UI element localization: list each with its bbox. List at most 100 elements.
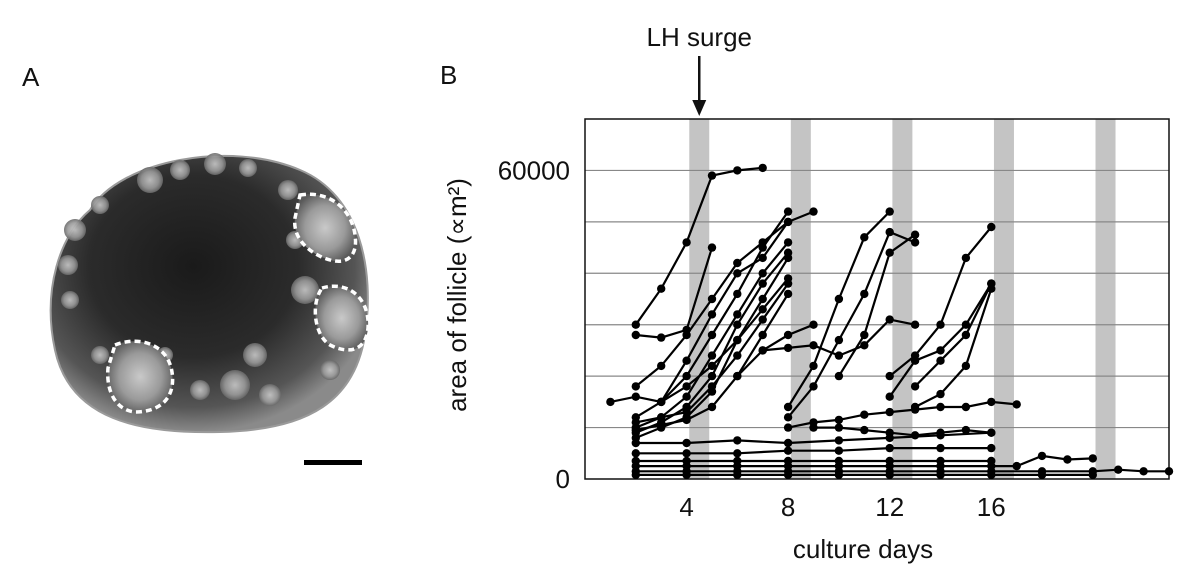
data-point (631, 392, 640, 401)
data-point (631, 418, 640, 427)
lh-surge-arrow (692, 56, 707, 116)
lh-surge-bands (689, 119, 1116, 479)
data-point (707, 361, 717, 371)
data-point (682, 356, 691, 365)
lh-surge-label: LH surge (647, 22, 753, 52)
data-point (910, 382, 920, 391)
data-point (1088, 454, 1098, 463)
data-point (758, 253, 767, 263)
series-18 (885, 279, 996, 401)
data-point (631, 470, 640, 480)
data-point (707, 330, 717, 340)
data-point (961, 320, 971, 329)
data-point (707, 351, 717, 360)
data-point (783, 402, 793, 412)
data-point (631, 382, 640, 391)
data-point (682, 470, 691, 480)
data-point (910, 356, 920, 365)
data-point (936, 431, 945, 440)
plot-frame (584, 118, 1170, 480)
x-axis-label: culture days (793, 534, 933, 564)
data-point (961, 402, 971, 412)
data-point (733, 351, 742, 360)
data-point (987, 222, 996, 232)
data-point (885, 227, 894, 237)
series-line (610, 277, 789, 404)
small-follicles (58, 153, 340, 406)
data-point (936, 443, 945, 453)
data-point (657, 361, 666, 371)
lh-band-2 (790, 119, 811, 479)
data-point (987, 443, 996, 453)
data-point (733, 269, 742, 278)
dominant-follicles (107, 194, 369, 412)
scale-bar (304, 460, 362, 465)
x-tick-labels: 4 8 12 16 (679, 492, 1005, 522)
data-point (936, 470, 945, 480)
data-point (860, 330, 869, 340)
lh-band-3 (892, 119, 913, 479)
data-point (910, 320, 920, 329)
data-point (631, 320, 640, 329)
data-point (733, 335, 742, 345)
x-tick-8: 8 (781, 492, 795, 522)
data-point (758, 269, 767, 278)
data-point (809, 423, 818, 432)
data-point (910, 230, 920, 239)
series-1 (631, 163, 767, 329)
data-point (910, 431, 920, 440)
data-point (1164, 467, 1174, 476)
follicle-outlines (105, 192, 370, 414)
data-point (707, 371, 717, 381)
data-point (783, 438, 793, 448)
data-point (733, 258, 742, 268)
panel-a-letter: A (22, 62, 40, 92)
data-point (707, 402, 717, 412)
series-24 (631, 443, 996, 458)
data-point (758, 315, 767, 324)
data-point (783, 217, 793, 227)
data-point (783, 207, 793, 216)
data-point (860, 341, 869, 350)
data-point (733, 436, 742, 445)
y-tick-0: 0 (556, 464, 570, 494)
data-point (707, 294, 717, 304)
data-point (885, 315, 894, 324)
data-point (733, 320, 742, 329)
data-point (1012, 400, 1021, 409)
y-tick-60000: 60000 (498, 155, 570, 185)
data-point (1139, 467, 1148, 476)
data-point (885, 470, 894, 480)
series-line (635, 247, 714, 339)
series-line (914, 283, 993, 388)
lh-band-1 (689, 119, 710, 479)
data-point (783, 279, 793, 288)
data-point (834, 423, 844, 432)
data-point (733, 449, 742, 458)
data-point (809, 207, 818, 216)
data-point (682, 382, 691, 391)
data-point (885, 207, 894, 216)
data-point (834, 436, 844, 445)
data-point (936, 320, 945, 329)
data-point (682, 415, 691, 425)
series-line (635, 431, 992, 445)
data-point (682, 449, 691, 458)
series-4 (657, 207, 818, 407)
data-point (860, 425, 869, 435)
data-point (657, 397, 666, 407)
series-line (635, 447, 992, 455)
data-point (834, 446, 844, 455)
panel-b-letter: B (440, 60, 458, 90)
data-point (783, 289, 793, 299)
series-line (787, 400, 1017, 429)
data-point (682, 392, 691, 401)
series-15 (758, 315, 920, 360)
data-point (657, 284, 666, 293)
series-line (736, 323, 814, 377)
data-point (657, 413, 666, 422)
lh-band-5 (1095, 119, 1116, 479)
data-point (707, 171, 717, 180)
data-point (860, 233, 869, 242)
